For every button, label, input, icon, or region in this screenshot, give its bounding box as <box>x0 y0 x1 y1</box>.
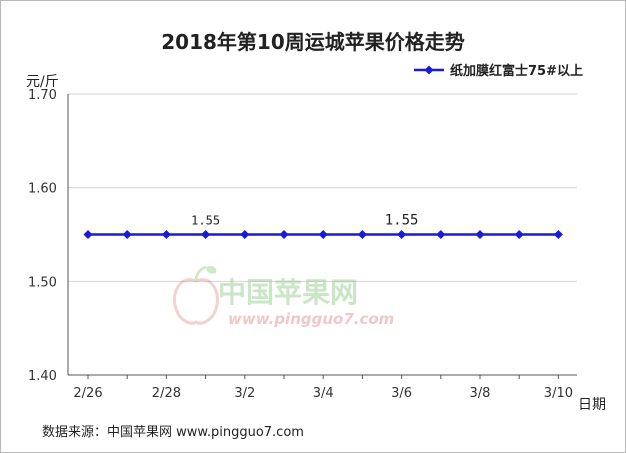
x-tick-label: 3/4 <box>313 386 334 401</box>
gridlines <box>68 93 577 282</box>
legend-marker <box>424 65 434 75</box>
x-tick-label: 3/10 <box>544 386 573 401</box>
apple-logo-icon <box>172 265 220 325</box>
data-point <box>161 230 171 239</box>
data-point <box>475 230 485 239</box>
data-point <box>357 230 367 239</box>
data-point <box>318 230 328 239</box>
watermark: 中国苹果网 www.pingguo7.com <box>172 265 394 328</box>
x-tick-label: 2/26 <box>73 386 102 401</box>
data-point <box>201 230 211 239</box>
labels: 1.55 1.55 <box>191 213 418 229</box>
data-point <box>436 230 446 239</box>
x-tick-label: 3/8 <box>470 386 491 401</box>
source-note: 数据来源：中国苹果网 www.pingguo7.com <box>42 425 304 440</box>
x-tick-label: 3/2 <box>234 386 255 401</box>
legend-label: 纸加膜红富士75#以上 <box>450 63 583 79</box>
data-label: 1.55 <box>385 213 419 229</box>
data-label: 1.55 <box>191 214 220 228</box>
x-tick-label: 2/28 <box>152 386 181 401</box>
series-layer <box>83 230 563 239</box>
data-point <box>279 230 289 239</box>
chart-title: 2018年第10周运城苹果价格走势 <box>161 30 465 54</box>
x-tick-label: 3/6 <box>391 386 412 401</box>
y-tick-label: 1.70 <box>28 88 57 103</box>
data-point <box>122 230 132 239</box>
data-point <box>553 230 563 239</box>
x-axis-title: 日期 <box>578 397 606 413</box>
y-tick-label: 1.40 <box>28 369 57 384</box>
watermark-url: www.pingguo7.com <box>228 310 394 328</box>
y-tick-label: 1.50 <box>28 275 57 290</box>
data-point <box>397 230 407 239</box>
y-axis-title: 元/斤 <box>26 74 59 90</box>
watermark-name: 中国苹果网 <box>218 276 358 309</box>
data-point <box>83 230 93 239</box>
y-tick-label: 1.60 <box>28 182 57 197</box>
data-point <box>240 230 250 239</box>
data-point <box>514 230 524 239</box>
axes: 1.70 1.60 1.50 1.40 2/26 2/28 3/2 3/4 3/6 3/8 3/10… <box>26 74 606 413</box>
legend: 纸加膜红富士75#以上 <box>414 63 583 79</box>
